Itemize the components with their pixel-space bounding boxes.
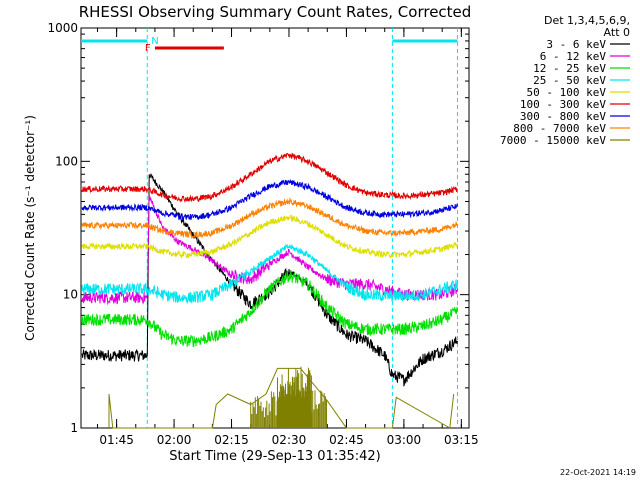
series-6-12-kev-line <box>81 194 458 306</box>
x-tick-label: 02:00 <box>157 433 192 447</box>
series-12-25-kev-line <box>81 270 458 348</box>
y-tick-label: 100 <box>55 154 78 168</box>
x-tick-label: 01:45 <box>99 433 134 447</box>
legend-label: 6 - 12 keV <box>540 50 607 63</box>
series-7000-15000-kev-line <box>108 366 455 429</box>
plot-frame <box>80 27 470 429</box>
series-300-800-kev-line <box>81 179 458 222</box>
y-axis-label: Corrected Count Rate (s⁻¹ detector⁻¹) <box>23 115 37 341</box>
legend-label: 100 - 300 keV <box>520 98 606 111</box>
legend-label: 3 - 6 keV <box>546 38 606 51</box>
x-tick-label: 03:00 <box>387 433 422 447</box>
x-tick-label: 02:30 <box>272 433 307 447</box>
legend-label: 800 - 7000 keV <box>513 122 606 135</box>
x-tick-label: 02:15 <box>214 433 249 447</box>
x-tick-label: 02:45 <box>329 433 364 447</box>
y-tick-label: 1 <box>70 421 78 435</box>
series-50-100-kev-line <box>81 214 458 260</box>
x-tick-label: 03:15 <box>444 433 479 447</box>
series-800-7000-kev-line <box>81 197 458 240</box>
series-25-50-kev-line <box>81 243 458 304</box>
series-100-300-kev-line <box>81 152 458 203</box>
legend-header: Att 0 <box>604 26 630 39</box>
timestamp: 22-Oct-2021 14:19 <box>560 468 636 477</box>
x-axis-label: Start Time (29-Sep-13 01:35:42) <box>169 449 380 464</box>
legend-label: 300 - 800 keV <box>520 110 606 123</box>
chart-title: RHESSI Observing Summary Count Rates, Co… <box>79 3 472 21</box>
legend-label: 50 - 100 keV <box>527 86 607 99</box>
legend-header: Det 1,3,4,5,6,9, <box>544 14 630 27</box>
legend-label: 12 - 25 keV <box>533 62 606 75</box>
y-tick-label: 10 <box>63 288 78 302</box>
flag-label: F <box>145 43 151 54</box>
legend-label: 25 - 50 keV <box>533 74 606 87</box>
flag-label: N <box>151 36 158 47</box>
legend-label: 7000 - 15000 keV <box>500 134 606 147</box>
y-tick-label: 1000 <box>47 21 78 35</box>
